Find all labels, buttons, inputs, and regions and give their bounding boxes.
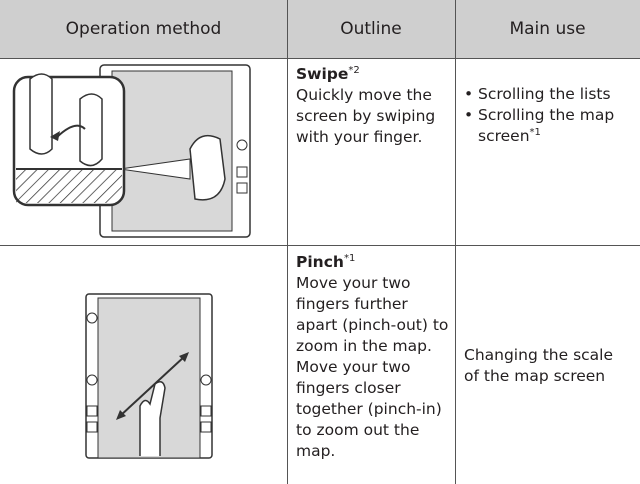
use-list: Scrolling the lists Scrolling the map sc… (464, 84, 634, 147)
operation-name: Pinch (296, 253, 344, 271)
use-item: Scrolling the lists (464, 84, 634, 105)
header-cell: Operation method (0, 0, 287, 58)
use-item: Scrolling the map screen*1 (464, 105, 634, 147)
outline-cell: Pinch*1 Move your two fingers further ap… (296, 252, 452, 462)
header-cell: Outline (287, 0, 455, 58)
footnote-mark: *1 (529, 127, 541, 138)
main-use-cell: Scrolling the lists Scrolling the map sc… (464, 84, 634, 147)
use-text: Scrolling the map screen (478, 106, 615, 145)
operation-description: Quickly move the screen by swiping with … (296, 86, 436, 146)
swipe-illustration (12, 64, 251, 238)
use-text: Scrolling the lists (478, 85, 611, 103)
footnote-mark: *2 (348, 65, 360, 76)
operation-description: Move your two fingers further apart (pin… (296, 274, 449, 460)
row-border (0, 58, 640, 59)
main-use-cell: Changing the scale of the map screen (464, 345, 624, 387)
row-border (0, 245, 640, 246)
operation-name: Swipe (296, 65, 349, 83)
pinch-illustration (85, 293, 213, 459)
footnote-mark: *1 (343, 253, 356, 264)
column-border (455, 0, 456, 484)
column-border (287, 0, 288, 484)
header-cell: Main use (455, 0, 640, 58)
outline-cell: Swipe*2 Quickly move the screen by swipi… (296, 64, 452, 148)
use-text: Changing the scale of the map screen (464, 346, 614, 385)
